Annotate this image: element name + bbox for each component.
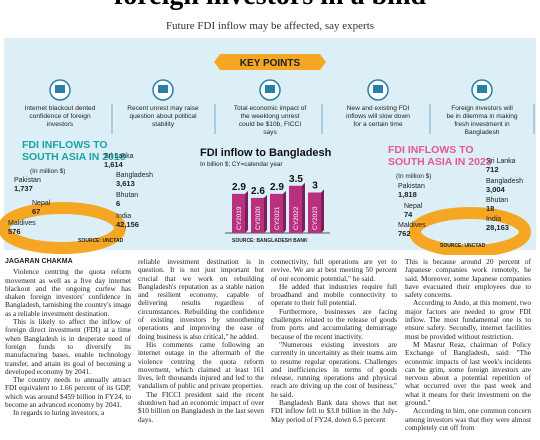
paragraph: In regards to luring investors, a bbox=[13, 408, 105, 418]
country: Sri Lanka bbox=[486, 158, 516, 165]
bar-category: CY2022 bbox=[293, 206, 300, 230]
infographic: foreign investors in a bind Future FDI i… bbox=[0, 0, 536, 255]
banner-text: KEY POINTS bbox=[240, 58, 301, 69]
donut bbox=[0, 202, 126, 254]
country-value: 6 bbox=[116, 199, 120, 208]
country: Nepal bbox=[404, 203, 423, 210]
bar bbox=[232, 193, 245, 233]
chart-subtitle: In billion $; CY=calendar year bbox=[200, 161, 282, 168]
bar-value: 3 bbox=[312, 181, 318, 192]
panel-title: SOUTH ASIA IN 2018 bbox=[22, 151, 126, 163]
bar bbox=[289, 185, 302, 233]
bar-value: 2.9 bbox=[232, 182, 246, 193]
country: Bangladesh bbox=[486, 178, 523, 185]
country: Nepal bbox=[32, 200, 51, 207]
country: Bhutan bbox=[116, 192, 138, 199]
bar bbox=[308, 192, 321, 233]
paragraph: His comments came following an internet … bbox=[138, 339, 264, 391]
bar-side bbox=[321, 189, 324, 233]
donut bbox=[409, 207, 531, 255]
country-value: 1,614 bbox=[104, 160, 124, 169]
paragraph: According to him, one common concern amo… bbox=[405, 406, 531, 432]
paragraph: He added that industries require full br… bbox=[271, 281, 397, 308]
panel-unit: (In million $) bbox=[30, 168, 65, 175]
subtitle: Future FDI inflow may be affected, say e… bbox=[166, 20, 374, 32]
paragraph: According to Ando, at this moment, two m… bbox=[405, 298, 531, 341]
chart-title: FDI inflow to Bangladesh bbox=[200, 147, 332, 159]
bar bbox=[270, 193, 283, 233]
headline: foreign investors in a bind bbox=[114, 0, 427, 11]
byline: JAGARAN CHAKMA bbox=[5, 258, 73, 265]
country-value: 18 bbox=[486, 204, 494, 213]
paragraph: The country needs to annually attract FD… bbox=[5, 375, 131, 410]
icon-glyph bbox=[265, 85, 275, 93]
country: Maldives bbox=[398, 222, 426, 229]
panel-title: FDI INFLOWS TO bbox=[22, 139, 108, 151]
paragraph: M Masrur Reaz, chairman of Policy Exchan… bbox=[405, 339, 531, 408]
country-value: 1,737 bbox=[14, 184, 33, 193]
article-column: JAGARAN CHAKMA Violence centring the quot… bbox=[5, 258, 131, 440]
key-point: Recent unrest may raise question about po… bbox=[127, 105, 199, 128]
paragraph: Furthermore, businesses are facing chall… bbox=[271, 306, 397, 341]
paragraph: "Numerous existing investors are current… bbox=[271, 339, 397, 399]
country: India bbox=[486, 216, 501, 223]
bar-side bbox=[245, 190, 248, 233]
panel-unit: (In million $) bbox=[396, 173, 431, 180]
icon-glyph bbox=[373, 85, 383, 93]
country: Sri Lanka bbox=[104, 153, 134, 160]
icon-glyph bbox=[55, 85, 65, 93]
country: Bangladesh bbox=[116, 172, 153, 179]
country-value: 42,156 bbox=[116, 220, 139, 229]
country-value: 67 bbox=[32, 207, 40, 216]
country: Pakistan bbox=[14, 177, 41, 184]
article-column: This is because around 20 percent of Jap… bbox=[405, 258, 531, 440]
bar-category: CY2019 bbox=[236, 206, 243, 230]
bar-value: 2.6 bbox=[251, 186, 265, 197]
bar-side bbox=[264, 194, 267, 233]
country-value: 712 bbox=[486, 165, 499, 174]
article-column: connectivity, full operations are yet to… bbox=[271, 258, 397, 440]
paragraph: reliable investment destination is in qu… bbox=[138, 258, 264, 341]
bar-value: 3.5 bbox=[289, 174, 303, 185]
bar-category: CY2020 bbox=[255, 206, 262, 230]
country: Maldives bbox=[8, 220, 36, 227]
paragraph: Bangladesh Bank data shows that net FDI … bbox=[271, 398, 397, 424]
key-point: Foreign investors will be in dilemma in m… bbox=[446, 105, 517, 136]
country-value: 28,163 bbox=[486, 223, 509, 232]
country-value: 74 bbox=[404, 210, 413, 219]
article-column: reliable investment destination is in qu… bbox=[138, 258, 264, 440]
paragraph: connectivity, full operations are yet to… bbox=[271, 258, 397, 283]
icon-glyph bbox=[477, 85, 487, 93]
bar-value: 2.9 bbox=[270, 182, 284, 193]
key-point: Total economic impact of the weeklong unr… bbox=[234, 105, 307, 136]
panel-title: SOUTH ASIA IN 2023 bbox=[388, 156, 492, 168]
key-point: Internet blackout dented confidence of fo… bbox=[25, 105, 96, 128]
country: Bhutan bbox=[486, 197, 508, 204]
chart-source: SOURCE: BANGLADESH BANK bbox=[232, 238, 308, 244]
bar-side bbox=[302, 182, 305, 233]
bar-category: CY2021 bbox=[274, 206, 281, 230]
paragraph: Violence centring the quota reform movem… bbox=[5, 267, 131, 318]
country: India bbox=[116, 213, 131, 220]
source: SOURCE: UNCTAD bbox=[440, 243, 486, 249]
country-value: 3,004 bbox=[486, 185, 506, 194]
paragraph: This is likely to affect the inflow of f… bbox=[5, 317, 131, 376]
paragraph: The FICCI president said the recent shut… bbox=[138, 389, 264, 424]
source: SOURCE: UNCTAD bbox=[78, 238, 124, 244]
bar bbox=[251, 197, 264, 233]
country-value: 3,613 bbox=[116, 179, 135, 188]
banner bbox=[214, 54, 326, 70]
country-value: 1,818 bbox=[398, 190, 417, 199]
panel-title: FDI INFLOWS TO bbox=[388, 144, 474, 156]
icon-glyph bbox=[158, 85, 168, 93]
country-value: 762 bbox=[398, 229, 411, 238]
country-value: 576 bbox=[8, 227, 21, 236]
bar-category: CY2023 bbox=[312, 206, 319, 230]
key-point: New and existing FDI inflows will slow do… bbox=[346, 105, 410, 128]
paragraph: This is because around 20 percent of Jap… bbox=[405, 258, 531, 300]
bar-side bbox=[283, 190, 286, 233]
country: Pakistan bbox=[398, 183, 425, 190]
